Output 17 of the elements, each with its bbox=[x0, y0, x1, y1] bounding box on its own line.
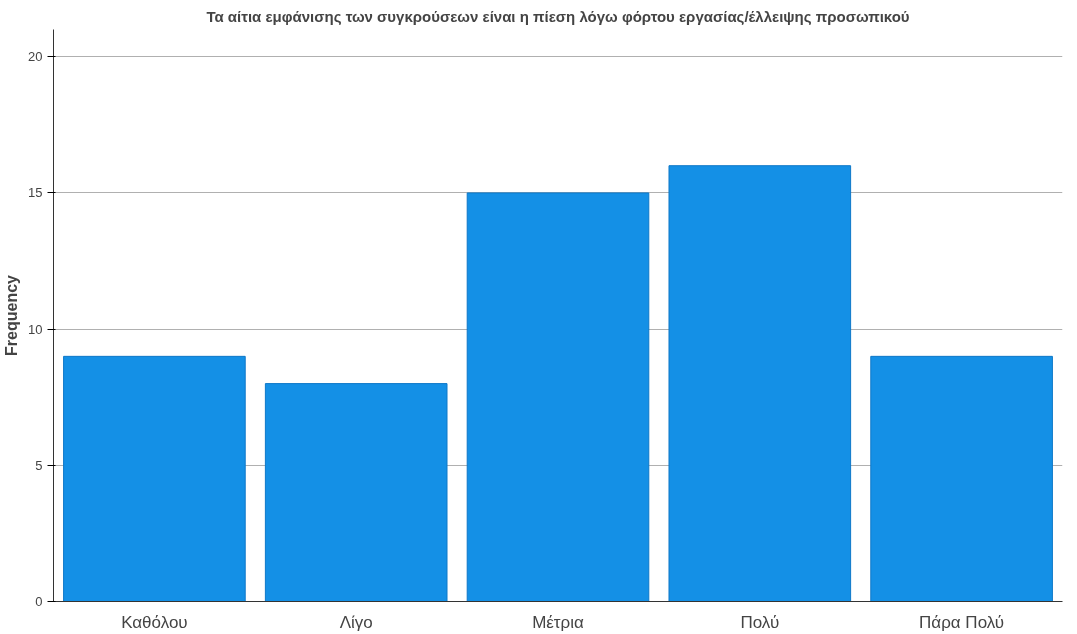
y-tick-label: 0 bbox=[35, 594, 43, 609]
x-tick-label: Πολύ bbox=[740, 612, 780, 632]
y-tick-label: 5 bbox=[35, 457, 43, 473]
x-tick-label: Καθόλου bbox=[121, 612, 188, 632]
y-tick-label: 15 bbox=[28, 185, 43, 201]
x-tick-label: Πάρα Πολύ bbox=[919, 612, 1005, 632]
x-tick-label: Λίγο bbox=[339, 612, 373, 632]
bar bbox=[264, 383, 448, 602]
x-tick-label: Μέτρια bbox=[532, 612, 585, 632]
bar bbox=[870, 355, 1053, 602]
bar bbox=[668, 165, 852, 602]
bar bbox=[63, 355, 246, 602]
y-axis-title: Frequency bbox=[3, 274, 21, 356]
y-tick-label: 10 bbox=[28, 321, 43, 337]
bar bbox=[466, 192, 650, 602]
y-tick-label: 20 bbox=[28, 49, 43, 65]
chart-title: Τα αίτια εμφάνισης των συγκρούσεων είναι η πίεση λόγω φόρτου εργασίας/έλλειψης προσωπικού bbox=[206, 7, 910, 25]
